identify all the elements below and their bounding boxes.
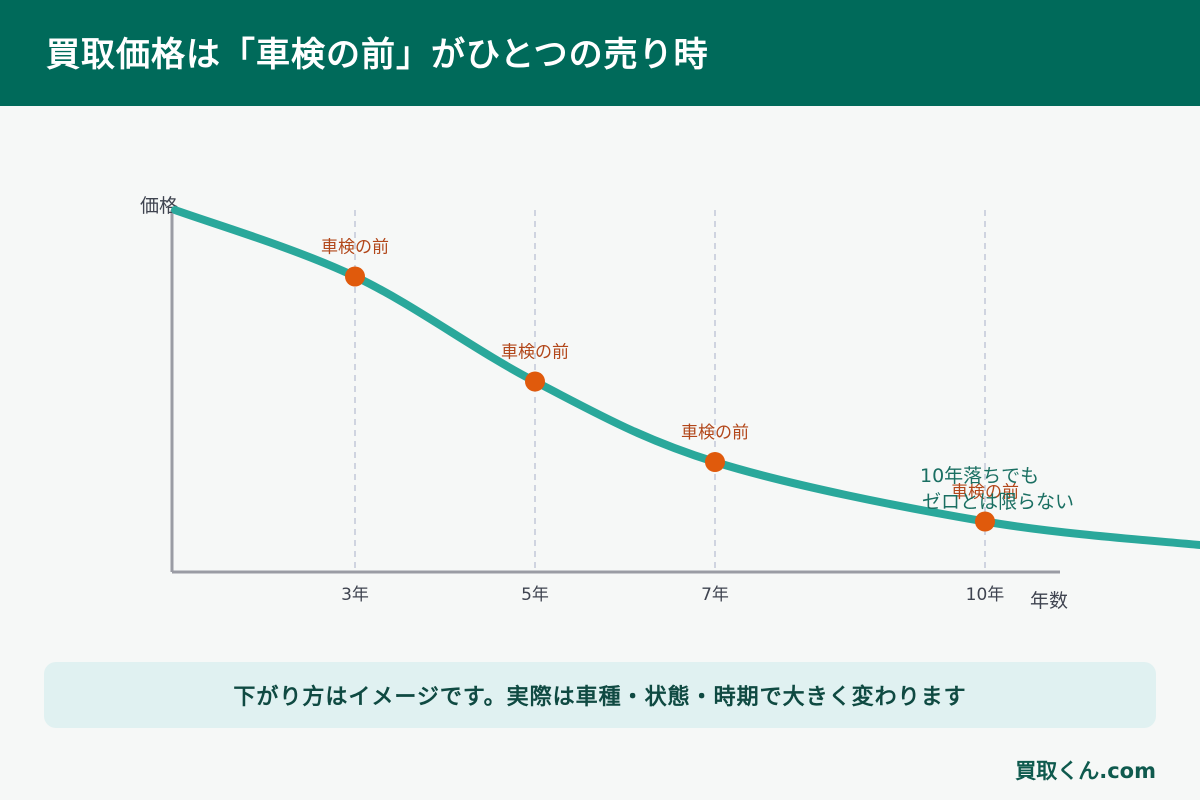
- marker-label-5: 車検の前: [501, 343, 569, 363]
- inspection-marker-3: [345, 266, 365, 287]
- y-axis-label: 価格: [140, 195, 178, 217]
- inspection-marker-10: [975, 511, 995, 532]
- brand-logo-text: 買取くん.com: [1015, 759, 1156, 783]
- annotation-line-1: 10年落ちでも: [920, 465, 1039, 487]
- grid-lines: [354, 210, 986, 572]
- annotation-line-2: ゼロとは限らない: [922, 491, 1074, 513]
- inspection-marker-5: [525, 371, 545, 392]
- x-tick-label-3: 3年: [341, 585, 369, 605]
- disclaimer-box: 下がり方はイメージです。実際は車種・状態・時期で大きく変わります: [44, 662, 1156, 728]
- header-bar: 買取価格は「車検の前」がひとつの売り時: [0, 0, 1200, 106]
- x-tick-label-5: 5年: [521, 585, 549, 605]
- x-tick-labels: 3年 5年 7年 10年: [341, 585, 1004, 605]
- marker-label-3: 車検の前: [321, 238, 389, 258]
- x-tick-label-7: 7年: [701, 585, 729, 605]
- x-tick-label-10: 10年: [966, 585, 1005, 605]
- disclaimer-text: 下がり方はイメージです。実際は車種・状態・時期で大きく変わります: [233, 685, 967, 710]
- axes: 価格 年数: [140, 195, 1068, 612]
- x-axis-label: 年数: [1030, 590, 1068, 612]
- marker-label-7: 車検の前: [681, 423, 749, 443]
- inspection-marker-7: [705, 452, 725, 472]
- marker-label-10: 車検の前: [951, 483, 1019, 503]
- page-title: 買取価格は「車検の前」がひとつの売り時: [46, 35, 709, 75]
